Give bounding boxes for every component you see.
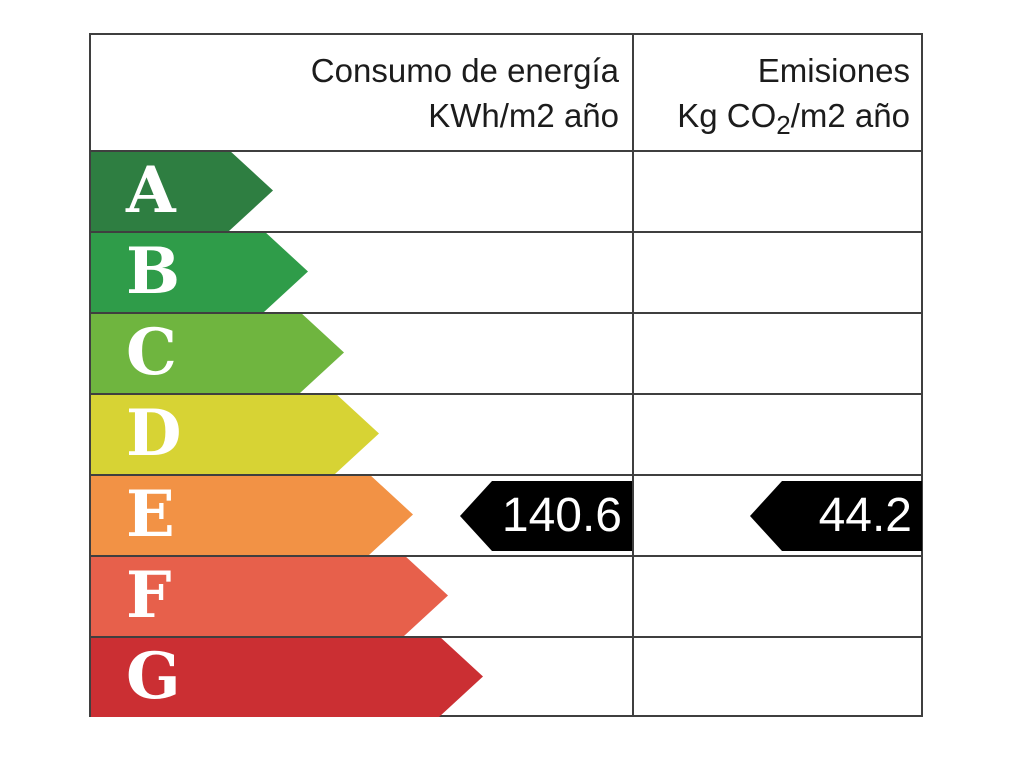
rating-letter: B (126, 233, 181, 309)
rating-arrow-e: E (91, 474, 413, 555)
consumption-title: Consumo de energía (310, 52, 619, 89)
consumption-unit: KWh/m2 año (428, 97, 619, 134)
rating-arrow-b: B (91, 231, 308, 312)
consumption-value-arrow: 140.6 (460, 481, 632, 551)
rating-arrow-d: D (91, 393, 379, 474)
emissions-header: Emisiones Kg CO2/m2 año (634, 35, 921, 150)
column-divider (632, 35, 634, 715)
rating-arrow-f: F (91, 555, 448, 636)
row-divider (91, 150, 921, 152)
row-divider (91, 555, 921, 557)
rating-table: Consumo de energía KWh/m2 año Emisiones … (89, 33, 923, 717)
rating-letter: E (126, 476, 175, 552)
row-divider (91, 312, 921, 314)
rating-arrow-g: G (91, 636, 483, 717)
rating-letter: D (126, 395, 182, 471)
rating-letter: F (126, 557, 172, 633)
emissions-value-arrow: 44.2 (750, 481, 922, 551)
row-divider (91, 393, 921, 395)
consumption-header: Consumo de energía KWh/m2 año (91, 35, 632, 150)
rating-arrow-a: A (91, 150, 273, 231)
row-divider (91, 474, 921, 476)
rating-letter: A (126, 152, 176, 228)
emissions-unit: Kg CO2/m2 año (677, 97, 910, 140)
emissions-value: 44.2 (818, 489, 912, 542)
rating-arrow-c: C (91, 312, 344, 393)
row-divider (91, 636, 921, 638)
rating-letter: G (126, 638, 181, 714)
consumption-value: 140.6 (501, 489, 622, 542)
row-divider (91, 231, 921, 233)
co2-subscript: 2 (776, 110, 791, 140)
emissions-title: Emisiones (757, 52, 910, 89)
rating-letter: C (126, 314, 177, 390)
